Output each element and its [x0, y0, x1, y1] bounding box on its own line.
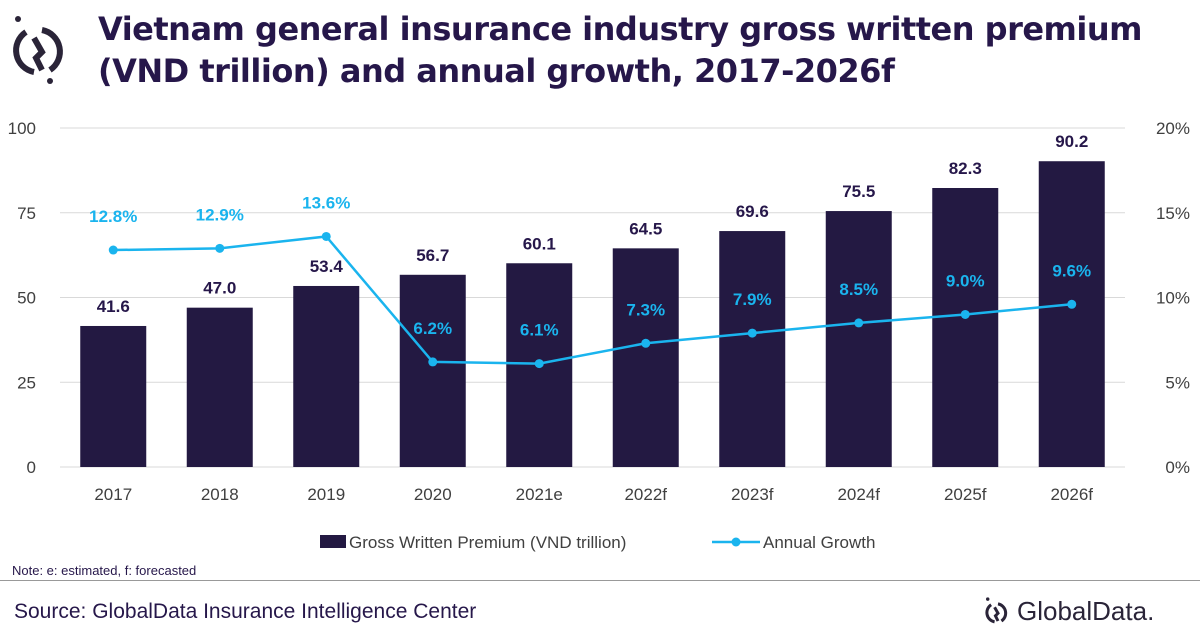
x-tick-label: 2018 — [201, 485, 239, 504]
bar-data-label: 60.1 — [523, 234, 556, 253]
bar — [293, 285, 360, 467]
x-tick-label: 2024f — [837, 485, 880, 504]
bar-data-label: 56.7 — [416, 246, 449, 265]
x-tick-label: 2022f — [624, 485, 667, 504]
bar — [399, 274, 466, 467]
globaldata-logo-icon — [985, 596, 1008, 623]
bar-data-label: 53.4 — [310, 257, 344, 276]
legend-swatch-marker — [731, 537, 741, 547]
y-right-tick-label: 10% — [1156, 289, 1190, 308]
y-right-tick-label: 20% — [1156, 119, 1190, 138]
growth-point — [428, 357, 438, 367]
growth-data-label: 6.2% — [413, 319, 452, 338]
bar — [719, 231, 786, 467]
bar-data-label: 41.6 — [97, 297, 130, 316]
source: Source: GlobalData Insurance Intelligenc… — [14, 600, 477, 623]
bar — [1038, 161, 1105, 468]
growth-data-label: 9.6% — [1052, 261, 1091, 280]
globaldata-logo-icon — [13, 16, 63, 84]
legend-label-bar: Gross Written Premium (VND trillion) — [349, 533, 626, 552]
bar-data-label: 90.2 — [1055, 132, 1088, 151]
legend-label-line: Annual Growth — [763, 533, 875, 552]
growth-point — [321, 231, 331, 241]
y-left-tick-label: 0 — [27, 458, 36, 477]
growth-data-label: 12.9% — [196, 205, 244, 224]
growth-point — [108, 245, 118, 255]
bar — [932, 188, 999, 468]
bar — [825, 211, 892, 467]
growth-data-label: 13.6% — [302, 193, 350, 212]
note: Note: e: estimated, f: forecasted — [12, 563, 197, 578]
y-right-tick-label: 5% — [1165, 373, 1190, 392]
bar-data-label: 64.5 — [629, 219, 662, 238]
x-tick-label: 2020 — [414, 485, 452, 504]
growth-data-label: 12.8% — [89, 207, 137, 226]
growth-data-label: 9.0% — [946, 271, 985, 290]
growth-point — [747, 328, 757, 338]
x-tick-label: 2017 — [94, 485, 132, 504]
x-tick-label: 2021e — [516, 485, 563, 504]
y-right-tick-label: 0% — [1165, 458, 1190, 477]
y-left-tick-label: 25 — [17, 373, 36, 392]
growth-data-label: 6.1% — [520, 321, 559, 340]
y-left-tick-label: 100 — [8, 119, 36, 138]
growth-data-label: 7.3% — [626, 300, 665, 319]
bar-data-label: 75.5 — [842, 182, 875, 201]
footer-divider — [0, 580, 1200, 581]
x-tick-label: 2019 — [307, 485, 345, 504]
growth-point — [534, 359, 544, 369]
bar — [80, 325, 147, 467]
bar-data-label: 82.3 — [949, 159, 982, 178]
x-tick-label: 2023f — [731, 485, 774, 504]
chart-title: Vietnam general insurance industry gross… — [98, 10, 1142, 90]
growth-data-label: 7.9% — [733, 290, 772, 309]
chart-svg: 0 25 50 75 100 0% 5% 10% 15% 20% 41.6 47.0 53.4 56.7 6… — [8, 119, 1190, 552]
x-tick-label: 2025f — [944, 485, 987, 504]
growth-point — [215, 243, 225, 253]
legend-swatch-bar — [320, 535, 346, 548]
growth-point — [854, 318, 864, 328]
y-left-tick-label: 50 — [17, 289, 36, 308]
brand-name: GlobalData. — [1017, 596, 1155, 626]
growth-point — [1067, 299, 1077, 309]
y-left-tick-label: 75 — [17, 204, 36, 223]
x-tick-label: 2026f — [1050, 485, 1093, 504]
growth-data-label: 8.5% — [839, 280, 878, 299]
growth-line — [113, 235, 1072, 365]
brand-logo: GlobalData. — [985, 596, 1154, 627]
growth-point — [960, 309, 970, 319]
bar — [612, 248, 679, 467]
bar-data-label: 47.0 — [203, 279, 236, 298]
growth-point — [641, 338, 651, 348]
y-right-tick-label: 15% — [1156, 204, 1190, 223]
bar — [186, 307, 253, 467]
bar-data-label: 69.6 — [736, 202, 769, 221]
